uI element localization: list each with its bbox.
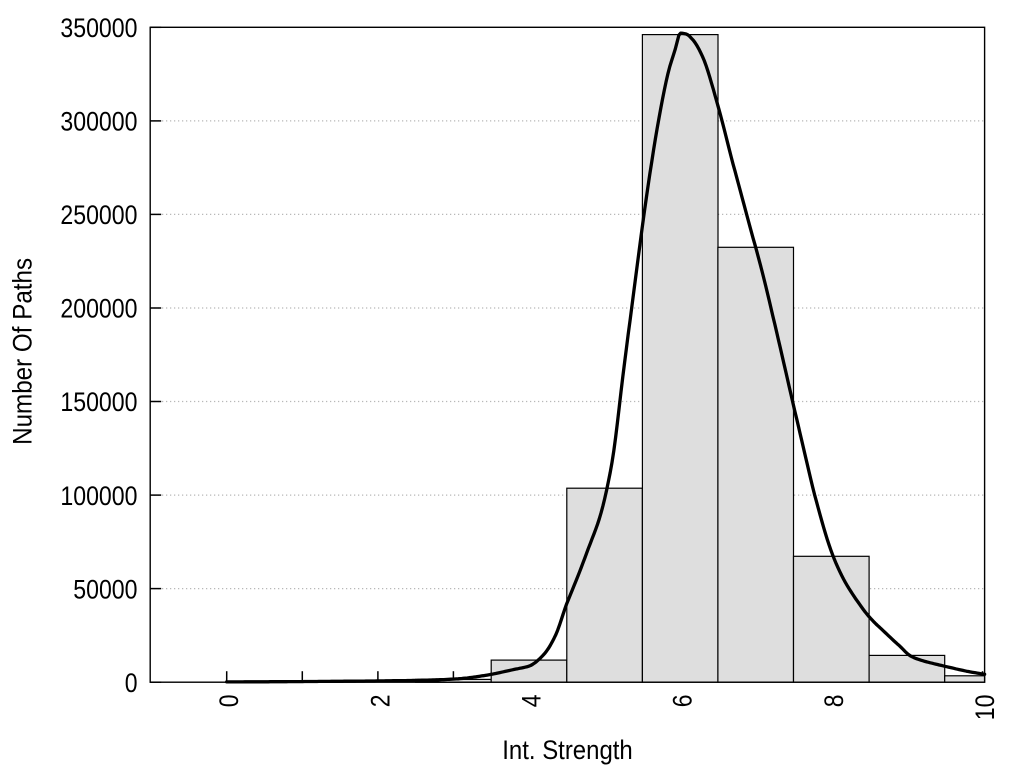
svg-text:2: 2 [365, 695, 395, 708]
svg-text:200000: 200000 [60, 294, 137, 324]
svg-text:0: 0 [214, 695, 244, 708]
svg-text:Int. Strength: Int. Strength [502, 735, 633, 765]
svg-text:0: 0 [125, 668, 138, 698]
svg-text:4: 4 [517, 695, 547, 708]
svg-text:250000: 250000 [60, 200, 137, 230]
svg-text:8: 8 [819, 695, 849, 708]
svg-text:50000: 50000 [73, 574, 137, 604]
svg-text:300000: 300000 [60, 107, 137, 137]
svg-text:350000: 350000 [60, 13, 137, 43]
svg-text:100000: 100000 [60, 481, 137, 511]
svg-text:150000: 150000 [60, 387, 137, 417]
svg-text:10: 10 [970, 695, 1000, 721]
svg-text:6: 6 [668, 695, 698, 708]
svg-text:Number Of Paths: Number Of Paths [8, 258, 38, 445]
